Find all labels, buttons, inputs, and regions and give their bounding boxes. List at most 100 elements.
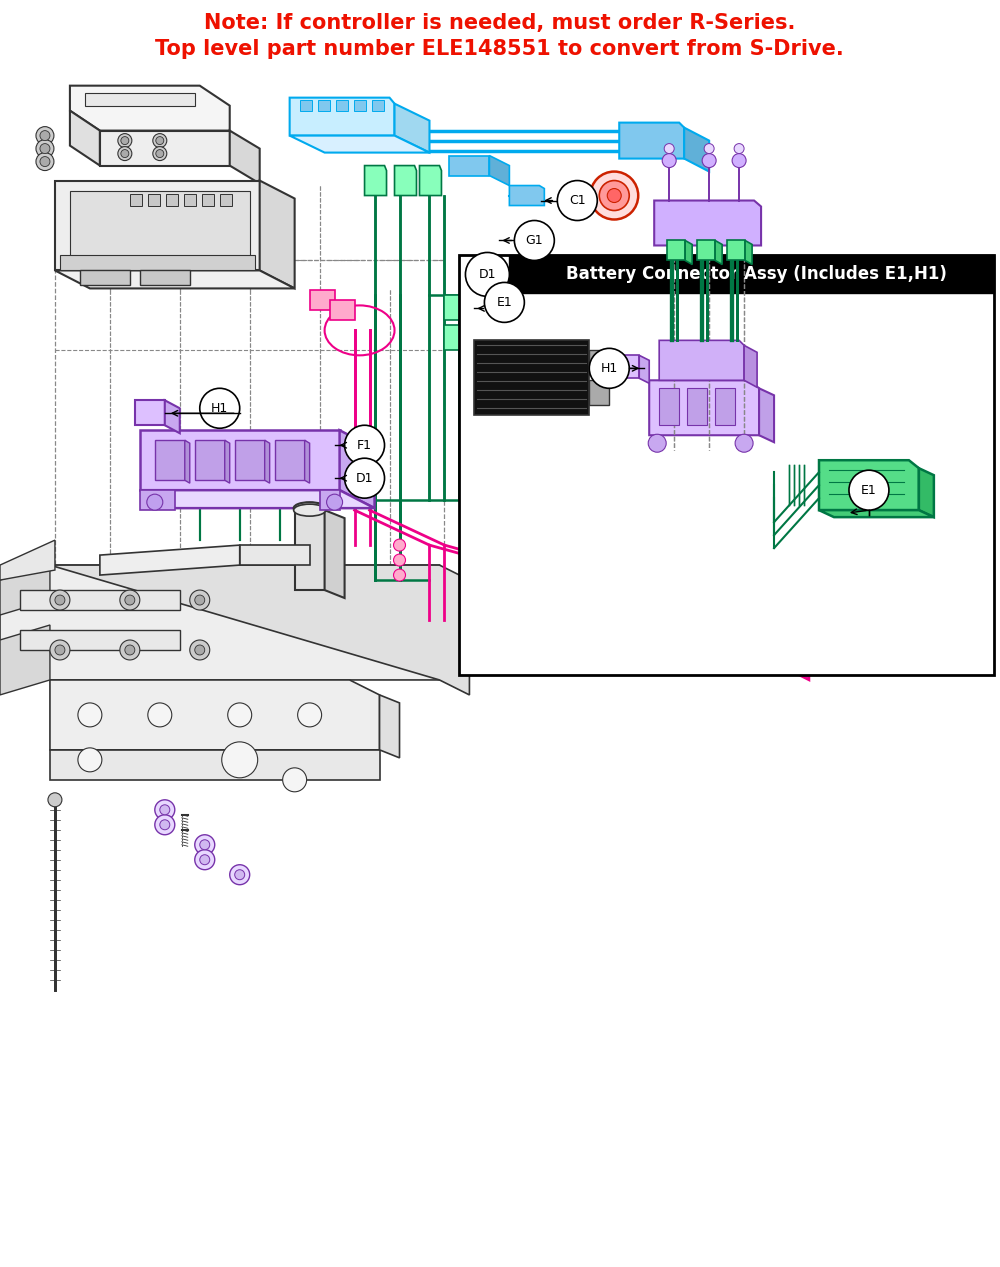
Circle shape xyxy=(78,748,102,772)
Polygon shape xyxy=(310,290,335,310)
Polygon shape xyxy=(155,440,185,480)
Polygon shape xyxy=(80,270,130,285)
Polygon shape xyxy=(767,620,779,640)
Circle shape xyxy=(55,595,65,606)
Polygon shape xyxy=(659,388,679,426)
Polygon shape xyxy=(489,156,509,185)
Circle shape xyxy=(156,137,164,144)
Text: G1: G1 xyxy=(526,234,543,247)
Text: E1: E1 xyxy=(497,296,512,309)
Polygon shape xyxy=(230,131,260,184)
Polygon shape xyxy=(685,241,692,265)
Circle shape xyxy=(40,157,50,166)
Polygon shape xyxy=(202,194,214,205)
Circle shape xyxy=(327,494,343,511)
Circle shape xyxy=(190,590,210,609)
Text: H1: H1 xyxy=(211,402,228,414)
Polygon shape xyxy=(372,100,384,110)
Circle shape xyxy=(557,181,597,220)
Polygon shape xyxy=(265,440,270,483)
Polygon shape xyxy=(395,166,416,195)
Text: F1: F1 xyxy=(357,438,372,452)
Polygon shape xyxy=(140,431,340,490)
Polygon shape xyxy=(130,194,142,205)
Polygon shape xyxy=(589,380,609,405)
Polygon shape xyxy=(70,190,250,266)
Polygon shape xyxy=(330,300,355,321)
Circle shape xyxy=(514,220,554,261)
Text: C1: C1 xyxy=(569,194,586,207)
Polygon shape xyxy=(395,104,429,152)
Polygon shape xyxy=(667,241,685,261)
Circle shape xyxy=(702,153,716,167)
Polygon shape xyxy=(684,128,709,171)
Circle shape xyxy=(599,181,629,210)
Circle shape xyxy=(590,171,638,219)
Ellipse shape xyxy=(294,504,326,516)
Circle shape xyxy=(607,189,621,203)
Polygon shape xyxy=(474,341,589,416)
Polygon shape xyxy=(50,565,469,694)
Circle shape xyxy=(156,150,164,157)
Circle shape xyxy=(704,143,714,153)
Circle shape xyxy=(195,645,205,655)
Polygon shape xyxy=(295,511,325,590)
Circle shape xyxy=(153,133,167,147)
Polygon shape xyxy=(719,609,789,670)
Polygon shape xyxy=(240,545,310,565)
Circle shape xyxy=(222,742,258,778)
Polygon shape xyxy=(185,440,190,483)
Polygon shape xyxy=(275,440,305,480)
Circle shape xyxy=(465,252,509,296)
Circle shape xyxy=(120,640,140,660)
Circle shape xyxy=(664,143,674,153)
Polygon shape xyxy=(55,270,295,289)
Polygon shape xyxy=(166,194,178,205)
Polygon shape xyxy=(715,241,722,265)
Circle shape xyxy=(153,147,167,161)
Circle shape xyxy=(195,835,215,855)
Polygon shape xyxy=(747,620,759,640)
Circle shape xyxy=(121,137,129,144)
Circle shape xyxy=(298,703,322,727)
Circle shape xyxy=(36,127,54,144)
Polygon shape xyxy=(639,355,649,384)
Polygon shape xyxy=(789,620,809,680)
Polygon shape xyxy=(50,680,380,750)
Circle shape xyxy=(50,590,70,609)
Polygon shape xyxy=(260,181,295,289)
Text: Note: If controller is needed, must order R-Series.: Note: If controller is needed, must orde… xyxy=(204,13,795,33)
Polygon shape xyxy=(0,625,50,694)
Polygon shape xyxy=(70,110,100,166)
Circle shape xyxy=(125,595,135,606)
Polygon shape xyxy=(697,241,715,261)
Circle shape xyxy=(735,435,753,452)
Polygon shape xyxy=(449,156,489,176)
Polygon shape xyxy=(20,590,180,609)
Text: D1: D1 xyxy=(479,267,496,281)
Polygon shape xyxy=(225,440,230,483)
Polygon shape xyxy=(85,92,195,105)
Polygon shape xyxy=(148,194,160,205)
Polygon shape xyxy=(55,181,260,270)
Polygon shape xyxy=(354,100,366,110)
Circle shape xyxy=(662,153,676,167)
Polygon shape xyxy=(719,609,809,620)
Circle shape xyxy=(849,470,889,511)
Circle shape xyxy=(118,133,132,147)
Bar xyxy=(509,256,994,294)
Bar xyxy=(459,256,994,675)
Circle shape xyxy=(200,840,210,850)
Circle shape xyxy=(160,820,170,830)
Text: H1: H1 xyxy=(601,362,618,375)
Polygon shape xyxy=(444,326,474,351)
Polygon shape xyxy=(195,440,225,480)
Polygon shape xyxy=(444,295,474,321)
Polygon shape xyxy=(305,440,310,483)
Polygon shape xyxy=(336,100,348,110)
Circle shape xyxy=(40,143,50,153)
Polygon shape xyxy=(744,346,757,388)
Polygon shape xyxy=(659,341,744,380)
Polygon shape xyxy=(100,545,240,575)
Circle shape xyxy=(734,143,744,153)
